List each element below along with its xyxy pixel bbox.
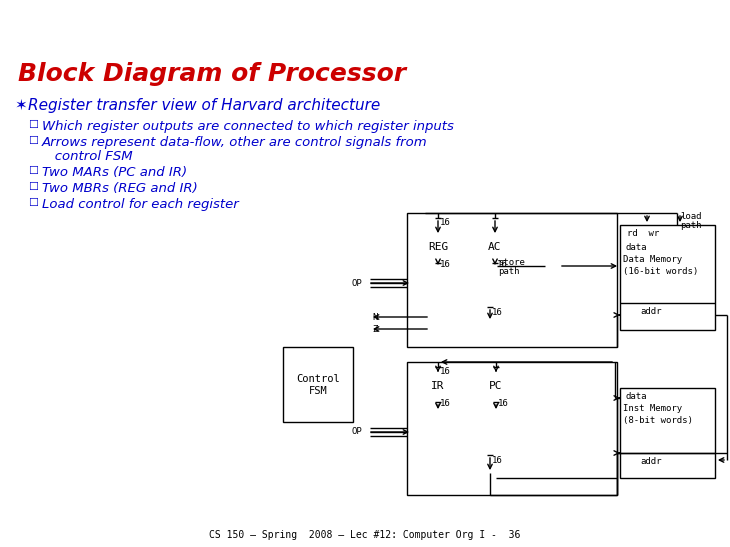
Text: load: load <box>680 212 702 221</box>
Text: OP: OP <box>351 278 362 288</box>
Bar <box>407 213 617 347</box>
Bar <box>475 236 515 258</box>
Text: 16: 16 <box>440 260 450 269</box>
Text: CS 150 – Spring  2008 – Lec #12: Computer Org I -  36: CS 150 – Spring 2008 – Lec #12: Computer… <box>210 530 520 540</box>
Text: 16: 16 <box>492 456 503 465</box>
Text: Block Diagram of Processor: Block Diagram of Processor <box>18 62 406 86</box>
Text: path: path <box>680 221 702 230</box>
Text: N: N <box>372 312 377 322</box>
Text: AC: AC <box>488 242 502 252</box>
Text: store: store <box>498 258 525 267</box>
Bar <box>413 375 463 397</box>
Bar <box>475 375 517 397</box>
Text: ☐: ☐ <box>28 120 38 130</box>
Bar <box>620 225 715 330</box>
Text: Register transfer view of Harvard architecture: Register transfer view of Harvard archit… <box>28 98 380 113</box>
Bar <box>407 362 617 495</box>
Text: PC: PC <box>489 381 503 391</box>
Text: OP: OP <box>351 428 362 437</box>
Text: Control: Control <box>296 374 340 384</box>
Text: control FSM: control FSM <box>42 150 133 163</box>
Text: 16: 16 <box>492 308 503 317</box>
Text: (8-bit words): (8-bit words) <box>623 416 693 425</box>
Text: Which register outputs are connected to which register inputs: Which register outputs are connected to … <box>42 120 454 133</box>
Text: Two MARs (PC and IR): Two MARs (PC and IR) <box>42 166 187 179</box>
Text: (16-bit words): (16-bit words) <box>623 267 699 276</box>
Text: data: data <box>625 392 647 401</box>
Text: 16: 16 <box>498 399 509 408</box>
Text: rd  wr: rd wr <box>627 229 659 238</box>
Text: REG: REG <box>428 242 448 252</box>
Text: FSM: FSM <box>309 386 327 396</box>
Text: Inst Memory: Inst Memory <box>623 404 682 413</box>
Text: ☐: ☐ <box>28 166 38 176</box>
Text: ☐: ☐ <box>28 198 38 208</box>
Text: addr: addr <box>640 307 661 316</box>
Text: ✶: ✶ <box>15 98 28 113</box>
Bar <box>620 388 715 478</box>
Text: data: data <box>625 243 647 252</box>
Text: addr: addr <box>640 457 661 466</box>
Text: Arrows represent data-flow, other are control signals from: Arrows represent data-flow, other are co… <box>42 136 428 149</box>
Text: ☐: ☐ <box>28 182 38 192</box>
Bar <box>413 236 463 258</box>
Text: Data Memory: Data Memory <box>623 255 682 264</box>
Text: IR: IR <box>431 381 445 391</box>
Text: 16: 16 <box>440 367 450 376</box>
Text: Z: Z <box>372 324 377 334</box>
Text: Load control for each register: Load control for each register <box>42 198 239 211</box>
Text: ☐: ☐ <box>28 136 38 146</box>
Text: 16: 16 <box>440 218 450 227</box>
Bar <box>283 347 353 422</box>
Text: Two MBRs (REG and IR): Two MBRs (REG and IR) <box>42 182 198 195</box>
Text: 16: 16 <box>440 399 450 408</box>
Text: path: path <box>498 267 520 276</box>
Text: 16: 16 <box>497 260 508 269</box>
